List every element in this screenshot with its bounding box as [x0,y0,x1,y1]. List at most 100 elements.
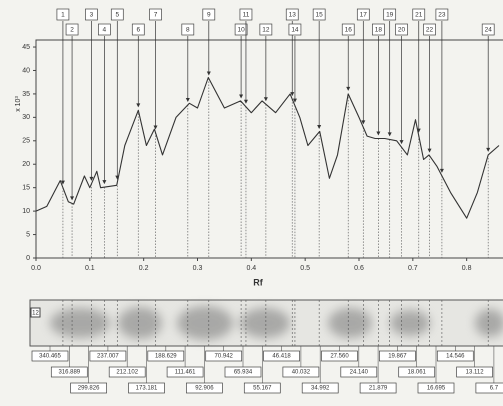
peak-label: 24 [485,27,493,34]
band-value-box [340,366,378,378]
peak-arrow-head [89,176,94,181]
band-value-box [186,382,223,394]
peak-box [288,23,302,36]
density-curve [35,76,500,219]
x-tick-label: 0.3 [193,265,203,272]
peak-label: 14 [291,27,299,34]
y-tick-label: 25 [22,138,30,145]
peak-label: 8 [186,27,190,34]
x-tick-label: 0.8 [462,265,472,272]
peak-box [372,23,385,36]
x-tick-label: 0.1 [85,265,95,272]
band-value: 70.942 [215,354,234,360]
peak-label: 11 [243,12,250,19]
peak-arrow-head [102,180,107,185]
band-value-box [166,366,204,378]
band-value: 27.560 [330,354,349,360]
peak-label: 2 [70,27,74,34]
band-value: 24.140 [350,370,369,376]
peak-arrow-head [387,132,392,137]
peak-box [481,23,495,36]
band-value: 55.167 [253,386,272,392]
peak-arrow-head [243,99,248,104]
peak-label: 7 [154,12,158,19]
peak-label: 23 [438,12,446,19]
y-tick-label: 15 [22,185,30,192]
peak-label: 13 [289,12,297,19]
band-value: 299.826 [78,386,100,392]
band-value-box [224,366,262,378]
plot-frame [35,39,503,259]
peak-arrow-head [70,196,75,201]
y-tick-label: 10 [22,208,30,215]
peak-label: 10 [237,27,245,34]
band-value-box [108,366,146,378]
band-value: 18.061 [408,370,427,376]
band-value: 34.992 [311,386,330,392]
y-tick-label: 40 [22,67,30,74]
peak-label: 9 [207,12,211,19]
band-value-box [456,366,493,378]
x-tick-label: 0.7 [408,265,418,272]
peak-box [383,8,397,21]
peak-arrow-head [361,120,366,125]
band-value: 19.867 [388,354,407,360]
band-value-box [301,382,339,394]
band-value: 13.112 [466,370,485,376]
peak-box [149,8,162,21]
peak-box [395,23,408,36]
peak-box [285,8,299,21]
peak-label: 16 [345,27,353,34]
peak-label: 4 [103,27,107,34]
y-axis-label: x 10³ [15,96,22,112]
band-value-box [147,350,185,362]
peak-label: 18 [375,27,383,34]
y-tick-label: 0 [26,255,30,262]
x-tick-label: 0.5 [300,265,310,272]
band-value-box [50,366,88,378]
peak-arrow-head [206,71,211,76]
y-tick-label: 35 [22,91,30,98]
x-axis-label: Rf [253,277,263,287]
peak-box [65,23,79,36]
band-value: 111.461 [175,370,196,376]
peak-arrow-head [292,98,297,103]
peak-arrow-head [263,97,268,102]
band-value-box [263,350,300,362]
x-tick-label: 0.2 [139,265,149,272]
peak-label: 19 [386,12,394,19]
band-value: 237.007 [97,354,119,360]
band-value: 188.629 [155,354,177,360]
band-value: 40.032 [292,370,311,376]
band-value: 340.465 [39,354,61,360]
peak-arrow-head [486,147,491,152]
band-value: 6.7 [490,386,499,392]
peak-label: 20 [398,27,406,34]
peak-box [412,8,426,21]
x-tick-label: 0.4 [246,265,256,272]
band-value: 46.418 [272,354,291,360]
x-tick-label: 0.0 [31,265,41,272]
band-value-box [243,382,281,394]
lane-smear [50,306,503,340]
band-value-box [321,350,358,362]
peak-box [110,8,124,21]
band-value-box [417,382,455,394]
band-value: 21.879 [369,386,388,392]
peak-arrow-head [290,92,295,97]
band-value: 173.181 [136,386,158,392]
peak-box [259,23,273,36]
peak-box [202,8,216,21]
band-value-box [128,382,165,394]
peak-arrow-head [399,140,404,145]
peak-box [435,8,449,21]
peak-arrow-head [153,125,158,130]
band-value-box [31,350,69,362]
band-value-box [205,350,243,362]
peak-arrow-head [60,180,65,185]
peak-arrow-head [427,148,432,153]
band-value: 14.546 [446,354,465,360]
peak-label: 21 [415,12,423,19]
